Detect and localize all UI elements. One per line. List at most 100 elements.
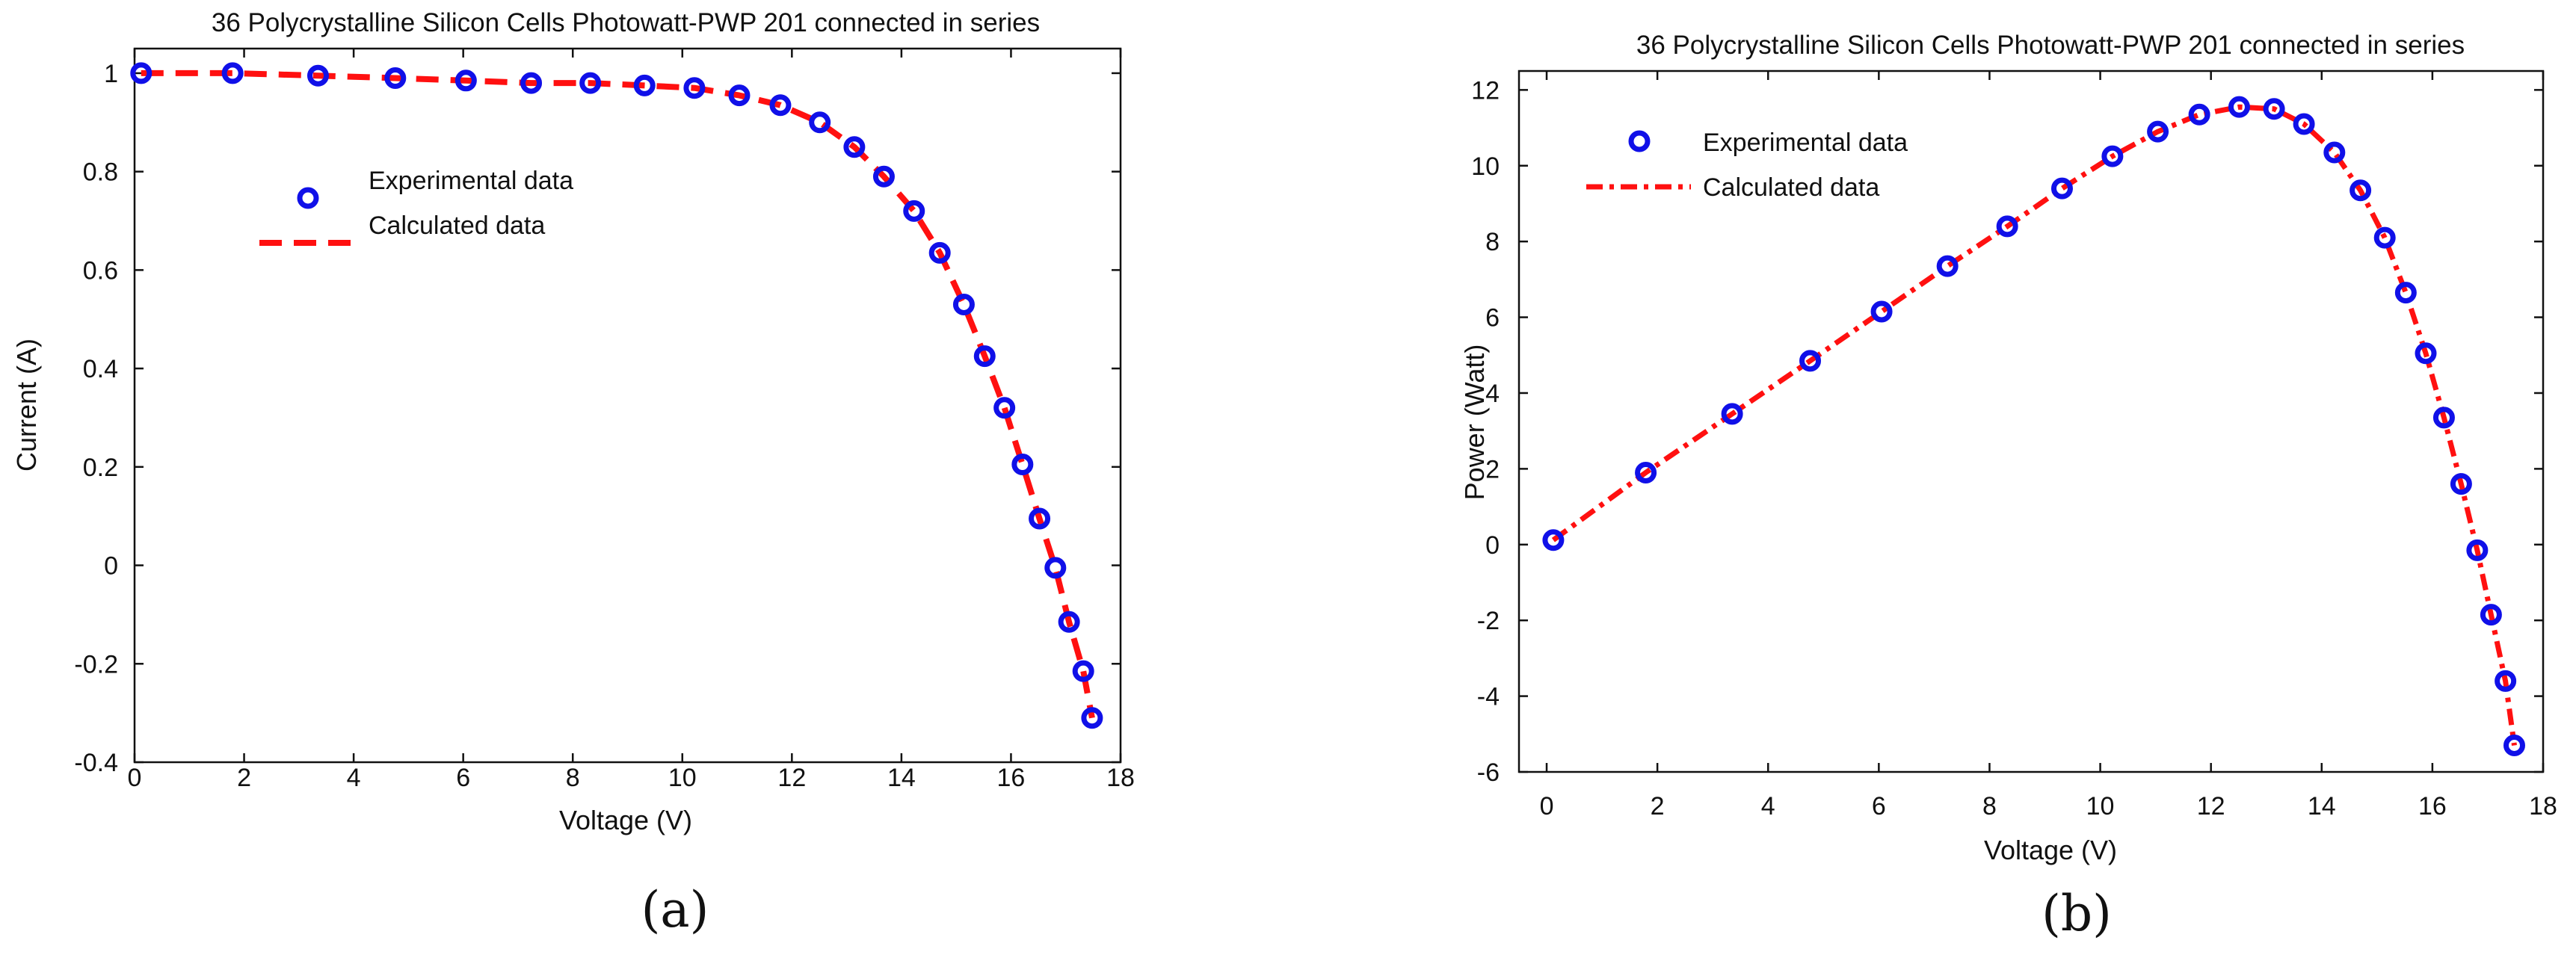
chart-a-xtick-label: 6 bbox=[456, 764, 470, 792]
chart-b-experimental-point bbox=[2101, 145, 2124, 167]
chart-b-xtick-label: 2 bbox=[1651, 792, 1665, 820]
panel-b: 36 Polycrystalline Silicon Cells Photowa… bbox=[1459, 31, 2557, 942]
chart-a-title: 36 Polycrystalline Silicon Cells Photowa… bbox=[212, 8, 1040, 37]
chart-b-experimental-point bbox=[2450, 473, 2472, 495]
chart-b-experimental-point bbox=[1721, 403, 1743, 425]
chart-b-caption: (b) bbox=[2042, 885, 2112, 942]
chart-a-experimental-point bbox=[769, 94, 792, 117]
chart-b-plot-area bbox=[1517, 69, 2545, 773]
chart-b-ytick-label: 0 bbox=[1485, 531, 1500, 560]
chart-a-ytick-label: -0.2 bbox=[74, 650, 118, 679]
chart-b-experimental-point bbox=[2503, 735, 2525, 757]
chart-b-xtick-label: 4 bbox=[1761, 792, 1775, 820]
chart-a-xtick-label: 18 bbox=[1106, 764, 1135, 792]
chart-b-legend: Experimental data Calculated data bbox=[1586, 129, 1908, 202]
chart-b-experimental-point bbox=[2147, 120, 2169, 143]
chart-b-experimental-point bbox=[2263, 98, 2285, 120]
chart-b-experimental-point bbox=[1870, 300, 1893, 323]
chart-a-experimental-point bbox=[633, 74, 656, 96]
chart-b-xtick-label: 14 bbox=[2308, 792, 2336, 820]
chart-a-experimental-point bbox=[579, 72, 602, 94]
chart-b-xtick-label: 18 bbox=[2529, 792, 2557, 820]
chart-b-xtick-label: 8 bbox=[1982, 792, 1997, 820]
chart-a-ytick-label: 1 bbox=[104, 60, 118, 88]
panel-a: 36 Polycrystalline Silicon Cells Photowa… bbox=[11, 8, 1135, 939]
chart-a-experimental-point bbox=[809, 111, 831, 134]
chart-b-experimental-point bbox=[2228, 96, 2250, 118]
chart-b-experimental-point bbox=[2188, 103, 2210, 126]
chart-b-experimental-point bbox=[2349, 179, 2372, 202]
chart-b-xtick-label: 12 bbox=[2197, 792, 2225, 820]
chart-a-xtick-label: 10 bbox=[668, 764, 697, 792]
chart-b-xtick-label: 16 bbox=[2418, 792, 2447, 820]
chart-a-xtick-label: 0 bbox=[128, 764, 142, 792]
chart-a-xtick-label: 8 bbox=[566, 764, 580, 792]
chart-a-experimental-point bbox=[952, 293, 975, 315]
chart-a-experimental-point bbox=[306, 64, 329, 87]
chart-b-ytick-label: -2 bbox=[1477, 607, 1500, 635]
chart-a-xtick-label: 4 bbox=[347, 764, 361, 792]
chart-b-experimental-point bbox=[2495, 670, 2517, 692]
chart-a-experimental-point bbox=[973, 345, 996, 368]
chart-a-experimental-point bbox=[130, 62, 152, 84]
chart-a-ytick-label: 0.2 bbox=[83, 454, 118, 482]
chart-b-legend-marker-experimental bbox=[1628, 130, 1651, 152]
chart-b-legend-label-experimental: Experimental data bbox=[1703, 129, 1908, 157]
chart-b-ytick-label: 8 bbox=[1485, 228, 1500, 256]
chart-a-experimental-point bbox=[1044, 557, 1067, 579]
chart-b-experimental-point bbox=[2323, 141, 2346, 164]
chart-b-ylabel: Power (Watt) bbox=[1459, 344, 1490, 501]
chart-b-experimental-point bbox=[1799, 350, 1822, 372]
chart-a-legend-label-experimental: Experimental data bbox=[369, 167, 573, 195]
chart-a-experimental-point bbox=[1058, 611, 1080, 633]
chart-a-experimental-point bbox=[1029, 507, 1051, 530]
chart-a-experimental-point bbox=[928, 241, 951, 264]
chart-b-ytick-label: -6 bbox=[1477, 758, 1500, 787]
chart-b-xtick-label: 0 bbox=[1540, 792, 1554, 820]
chart-a-legend-marker-experimental bbox=[297, 187, 319, 209]
chart-a-legend-label-calculated: Calculated data bbox=[369, 211, 545, 240]
chart-b-experimental-point bbox=[2050, 177, 2073, 200]
chart-a-xtick-label: 12 bbox=[777, 764, 806, 792]
chart-a-experimental-point bbox=[872, 165, 895, 188]
chart-a-ylabel: Current (A) bbox=[11, 339, 42, 472]
chart-a-xtick-label: 14 bbox=[887, 764, 916, 792]
chart-a-experimental-point bbox=[993, 397, 1016, 419]
chart-a-experimental-point bbox=[1011, 454, 1034, 476]
chart-a-ytick-label: 0.6 bbox=[83, 256, 118, 285]
chart-b-experimental-point bbox=[2373, 226, 2396, 249]
chart-b-experimental-point bbox=[2293, 113, 2315, 135]
chart-b-ytick-label: -4 bbox=[1477, 683, 1500, 711]
chart-b-xlabel: Voltage (V) bbox=[1984, 835, 2117, 865]
chart-b-title: 36 Polycrystalline Silicon Cells Photowa… bbox=[1636, 31, 2465, 60]
chart-b-experimental-point bbox=[1936, 255, 1959, 277]
chart-b-experimental-point bbox=[2432, 407, 2455, 429]
chart-a-experimental-point bbox=[843, 136, 866, 158]
chart-a-experimental-point bbox=[1081, 707, 1103, 729]
chart-b-experimental-point bbox=[1996, 215, 2018, 238]
chart-a-ytick-label: 0.8 bbox=[83, 158, 118, 187]
chart-b-experimental-point bbox=[1635, 461, 1657, 483]
chart-b-ytick-label: 4 bbox=[1485, 380, 1500, 408]
chart-a-experimental-point bbox=[520, 72, 543, 94]
chart-b-ytick-label: 2 bbox=[1485, 455, 1500, 483]
chart-b-ytick-label: 12 bbox=[1471, 76, 1500, 105]
chart-a-calculated-line bbox=[141, 69, 1095, 719]
chart-b-legend-label-calculated: Calculated data bbox=[1703, 173, 1879, 202]
chart-a-xlabel: Voltage (V) bbox=[559, 805, 692, 835]
chart-a-ytick-label: 0 bbox=[104, 552, 118, 581]
chart-a-legend: Experimental data Calculated data bbox=[259, 167, 573, 246]
chart-b-calculated-line bbox=[1551, 104, 2517, 746]
chart-a-caption: (a) bbox=[641, 881, 709, 939]
chart-b-experimental-point bbox=[2480, 604, 2502, 626]
chart-a-experimental-point bbox=[1072, 660, 1094, 682]
chart-a-xtick-label: 2 bbox=[237, 764, 251, 792]
chart-a-experimental-point bbox=[455, 69, 477, 92]
chart-b-experimental-point bbox=[2466, 539, 2489, 561]
chart-a-ytick-label: 0.4 bbox=[83, 355, 118, 383]
chart-b-xtick-label: 6 bbox=[1872, 792, 1886, 820]
chart-a-experimental-point bbox=[221, 62, 244, 84]
chart-b-xtick-label: 10 bbox=[2086, 792, 2115, 820]
chart-b-ytick-label: 6 bbox=[1485, 304, 1500, 333]
